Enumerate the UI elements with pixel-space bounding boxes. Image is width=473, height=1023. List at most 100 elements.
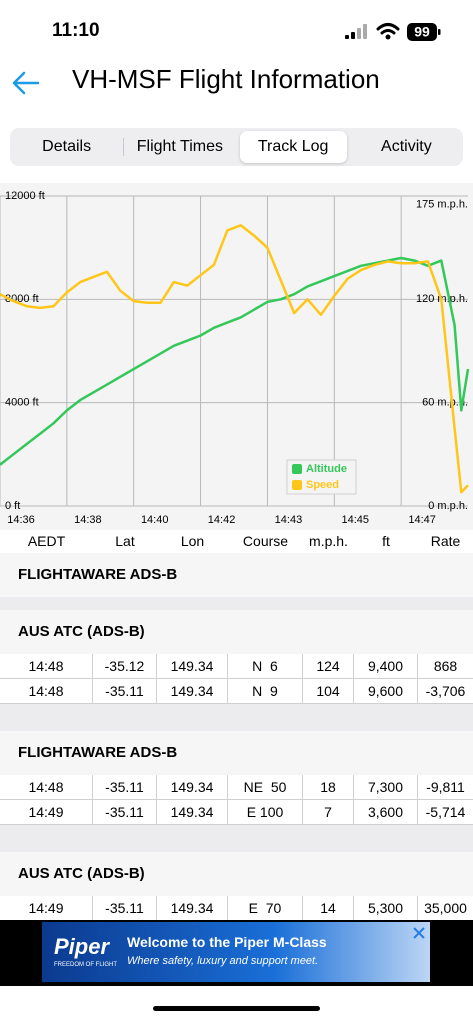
column-header: Course: [242, 533, 289, 549]
y-tick-label: 12000 ft: [5, 190, 45, 202]
back-button[interactable]: [10, 70, 42, 96]
table-cell: 149.34: [157, 800, 228, 824]
section-title: FLIGHTAWARE ADS-B: [18, 566, 178, 583]
ad-bar: Piper FREEDOM OF FLIGHT Welcome to the P…: [0, 920, 473, 986]
table-row: 14:49 -35.11 149.34 E 70 14 5,300 35,000: [0, 896, 473, 920]
table-cell: E 100: [228, 800, 303, 824]
column-header: Lon: [180, 533, 205, 549]
y2-tick-label: 175 m.p.h.: [416, 199, 468, 211]
table-cell: -3,706: [425, 683, 466, 699]
table-cell: -35.11: [93, 775, 157, 799]
section-header: FLIGHTAWARE ADS-B: [0, 731, 473, 775]
section-title: AUS ATC (ADS-B): [18, 623, 145, 640]
table-cell: -5,714: [425, 804, 466, 820]
table-cell: 14:48: [0, 775, 93, 799]
ad-text: Where safety, luxury and support meet.: [127, 955, 319, 967]
table-cell: -35.12: [93, 654, 157, 678]
wifi-icon: [376, 23, 400, 35]
segmented-control: Details Flight Times Track Log Activity: [10, 128, 463, 166]
table-cell: 35,000: [424, 900, 467, 916]
status-time: 11:10: [52, 20, 100, 41]
tab[interactable]: Track Log: [239, 131, 347, 163]
signal-icon: [345, 24, 367, 39]
section-header: AUS ATC (ADS-B): [0, 852, 473, 896]
tab[interactable]: Flight Times: [136, 138, 223, 155]
x-tick-label: 14:45: [342, 514, 370, 526]
ad-headline: Welcome to the Piper M-Class: [127, 934, 327, 950]
wifi-dot: [385, 34, 391, 40]
battery-level: 99: [414, 24, 430, 40]
x-tick-label: 14:42: [208, 514, 236, 526]
table-cell: 104: [303, 679, 354, 703]
series-line: [0, 256, 470, 466]
legend-label: Speed: [306, 479, 339, 491]
table-cell: 149.34: [157, 896, 228, 920]
track-table: AEDT Lat Lon Course m.p.h. ft Rate FLIGHTAWARE …: [0, 530, 473, 920]
ad-banner[interactable]: Piper FREEDOM OF FLIGHT Welcome to the P…: [42, 922, 430, 982]
back-arrow[interactable]: [12, 71, 40, 95]
column-header: AEDT: [27, 533, 66, 549]
table-cell: -35.11: [93, 896, 157, 920]
ad-brand: Piper: [54, 934, 110, 959]
column-header-row: [0, 530, 473, 553]
table-cell: 18: [303, 775, 354, 799]
x-tick-label: 14:38: [74, 514, 102, 526]
column-header: Lat: [115, 533, 135, 549]
table-row: 14:49 -35.11 149.34 E 100 7 3,600 -5,714: [0, 800, 473, 825]
ad-tagline: FREEDOM OF FLIGHT: [54, 962, 117, 968]
y-tick-label: 0 ft: [5, 500, 20, 512]
table-cell: -9,811: [426, 779, 465, 795]
table-cell: -35.11: [93, 679, 157, 703]
x-tick-label: 14:43: [275, 514, 303, 526]
table-cell: 7: [303, 800, 354, 824]
ad-close-icon[interactable]: [413, 927, 425, 939]
table-cell: 149.34: [157, 775, 228, 799]
legend-swatch: [292, 464, 302, 474]
column-header: Rate: [430, 533, 461, 549]
tab-separator: [123, 138, 125, 156]
series-line: [0, 224, 469, 494]
table-row: 14:48 -35.11 149.34 NE 50 18 7,300 -9,811: [0, 775, 473, 800]
column-header: m.p.h.: [309, 533, 348, 549]
table-cell: 14:49: [0, 896, 93, 920]
table-row: 14:48 -35.12 149.34 N 6 124 9,400 868: [0, 654, 473, 679]
y-tick-label: 4000 ft: [5, 397, 39, 409]
table-cell: 14: [303, 896, 354, 920]
tab[interactable]: Details: [42, 138, 92, 155]
table-row: 14:48 -35.11 149.34 N 9 104 9,600 -3,706: [0, 679, 473, 704]
section-header: FLIGHTAWARE ADS-B: [0, 553, 473, 597]
battery: [407, 23, 437, 41]
table-cell: 14:49: [0, 800, 93, 824]
table-cell: 14:48: [0, 654, 93, 678]
x-tick-label: 14:47: [408, 514, 436, 526]
legend-swatch: [292, 480, 302, 490]
column-header: ft: [382, 533, 390, 549]
table-cell: 9,600: [354, 679, 418, 703]
table-cell: 7,300: [354, 775, 418, 799]
table-cell: 149.34: [157, 679, 228, 703]
status-icons: 99: [345, 23, 441, 41]
y2-tick-label: 60 m.p.h.: [422, 397, 468, 409]
x-tick-label: 14:40: [141, 514, 169, 526]
section-title: FLIGHTAWARE ADS-B: [18, 744, 178, 761]
section-header: AUS ATC (ADS-B): [0, 610, 473, 654]
battery-tip: [438, 29, 441, 35]
table-cell: 149.34: [157, 654, 228, 678]
table-cell: N 6: [228, 654, 303, 678]
y2-tick-label: 0 m.p.h.: [428, 500, 468, 512]
tab[interactable]: Activity: [381, 138, 432, 155]
table-cell: E 70: [228, 896, 303, 920]
table-cell: -35.11: [93, 800, 157, 824]
ad-close[interactable]: [412, 926, 426, 940]
table-cell: 124: [303, 654, 354, 678]
table-cell: 3,600: [354, 800, 418, 824]
page-title: VH-MSF Flight Information: [72, 64, 380, 94]
section-title: AUS ATC (ADS-B): [18, 865, 145, 882]
legend-label: Altitude: [306, 463, 347, 475]
table-cell: 5,300: [354, 896, 418, 920]
table-cell: N 9: [228, 679, 303, 703]
table-cell: 868: [433, 658, 458, 674]
table-cell: 9,400: [354, 654, 418, 678]
